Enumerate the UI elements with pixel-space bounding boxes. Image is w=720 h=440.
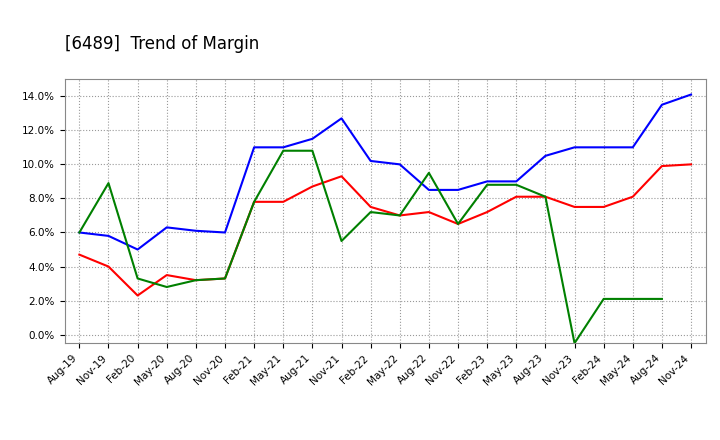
Ordinary Income [454, 187, 462, 193]
Operating Cashflow [220, 276, 229, 281]
Net Income [512, 194, 521, 199]
Ordinary Income [425, 187, 433, 193]
Ordinary Income [512, 179, 521, 184]
Operating Cashflow [454, 221, 462, 227]
Operating Cashflow [629, 296, 637, 301]
Ordinary Income [337, 116, 346, 121]
Net Income [425, 209, 433, 215]
Net Income [657, 163, 666, 169]
Ordinary Income [687, 92, 696, 97]
Net Income [250, 199, 258, 205]
Net Income [104, 264, 113, 269]
Line: Ordinary Income: Ordinary Income [79, 95, 691, 249]
Ordinary Income [599, 145, 608, 150]
Ordinary Income [279, 145, 287, 150]
Net Income [75, 252, 84, 257]
Net Income [395, 213, 404, 218]
Ordinary Income [163, 225, 171, 230]
Operating Cashflow [541, 194, 550, 199]
Ordinary Income [366, 158, 375, 164]
Net Income [220, 276, 229, 281]
Operating Cashflow [395, 213, 404, 218]
Net Income [570, 204, 579, 209]
Operating Cashflow [104, 180, 113, 186]
Ordinary Income [483, 179, 492, 184]
Net Income [192, 278, 200, 283]
Operating Cashflow [133, 276, 142, 281]
Net Income [454, 221, 462, 227]
Operating Cashflow [366, 209, 375, 215]
Ordinary Income [570, 145, 579, 150]
Ordinary Income [657, 102, 666, 107]
Ordinary Income [308, 136, 317, 141]
Operating Cashflow [512, 182, 521, 187]
Ordinary Income [220, 230, 229, 235]
Ordinary Income [250, 145, 258, 150]
Text: [6489]  Trend of Margin: [6489] Trend of Margin [65, 35, 259, 53]
Line: Net Income: Net Income [79, 165, 691, 296]
Ordinary Income [541, 153, 550, 158]
Operating Cashflow [425, 170, 433, 176]
Operating Cashflow [337, 238, 346, 244]
Net Income [163, 272, 171, 278]
Ordinary Income [395, 162, 404, 167]
Operating Cashflow [250, 199, 258, 205]
Operating Cashflow [279, 148, 287, 154]
Net Income [366, 204, 375, 209]
Net Income [308, 184, 317, 189]
Ordinary Income [133, 247, 142, 252]
Operating Cashflow [308, 148, 317, 154]
Ordinary Income [629, 145, 637, 150]
Net Income [279, 199, 287, 205]
Operating Cashflow [75, 230, 84, 235]
Line: Operating Cashflow: Operating Cashflow [79, 151, 662, 343]
Operating Cashflow [483, 182, 492, 187]
Net Income [133, 293, 142, 298]
Net Income [541, 194, 550, 199]
Net Income [483, 209, 492, 215]
Net Income [599, 204, 608, 209]
Net Income [337, 174, 346, 179]
Operating Cashflow [657, 296, 666, 301]
Ordinary Income [75, 230, 84, 235]
Operating Cashflow [163, 284, 171, 290]
Ordinary Income [192, 228, 200, 234]
Net Income [629, 194, 637, 199]
Operating Cashflow [570, 341, 579, 346]
Net Income [687, 162, 696, 167]
Operating Cashflow [599, 296, 608, 301]
Operating Cashflow [192, 278, 200, 283]
Ordinary Income [104, 233, 113, 238]
